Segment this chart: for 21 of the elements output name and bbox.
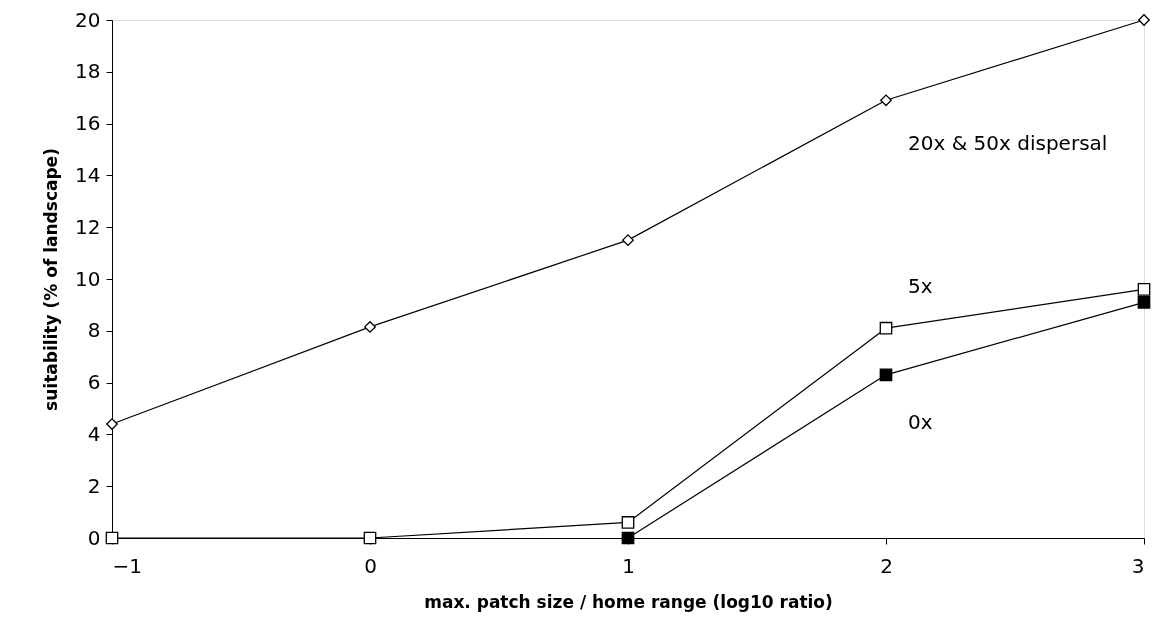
y-tick-label: 20 xyxy=(75,7,101,32)
y-tick-label: 12 xyxy=(75,214,101,239)
y-tick-label: 0 xyxy=(87,525,101,550)
x-tick-label: −1 xyxy=(112,553,142,578)
y-tick-label: 10 xyxy=(75,266,101,291)
series-label: 5x xyxy=(908,274,933,299)
y-tick-label: 8 xyxy=(87,318,101,343)
series-label: 20x & 50x dispersal xyxy=(908,131,1108,156)
y-tick-label: 4 xyxy=(87,421,101,446)
series-label: 0x xyxy=(908,409,933,434)
x-tick-label: 1 xyxy=(622,553,635,578)
x-tick-label: 2 xyxy=(880,553,893,578)
y-tick-label: 14 xyxy=(75,162,101,187)
y-tick-label: 16 xyxy=(75,111,101,136)
y-tick-label: 2 xyxy=(87,473,101,498)
y-axis-title: suitability (% of landscape) xyxy=(41,148,62,411)
x-axis-title: max. patch size / home range (log10 ratio) xyxy=(424,591,833,612)
x-tick-label: 0 xyxy=(364,553,377,578)
x-tick-label: 3 xyxy=(1131,553,1145,578)
y-tick-label: 18 xyxy=(75,59,101,84)
y-tick-label: 6 xyxy=(87,370,101,395)
